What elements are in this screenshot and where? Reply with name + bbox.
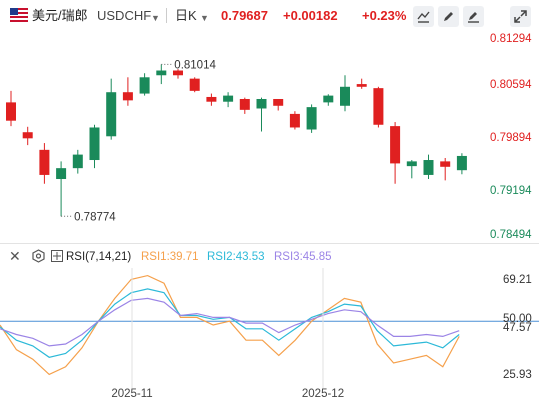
edit-icon — [468, 12, 479, 23]
time-axis-label: 2025-11 — [111, 388, 152, 400]
price-axis-label: 0.79194 — [490, 185, 532, 197]
candle-body — [323, 95, 334, 103]
period-dropdown-caret-icon[interactable]: ▼ — [200, 13, 209, 23]
last-price: 0.79687 — [221, 8, 268, 23]
rsi-close-icon[interactable]: ✕ — [9, 248, 21, 264]
rsi1-line — [0, 274, 460, 376]
indicator-icon — [51, 250, 63, 262]
candle-body — [72, 154, 83, 169]
price-axis-label: 0.80594 — [490, 79, 532, 91]
candle-body — [440, 161, 451, 167]
candle-body — [289, 113, 300, 128]
rsi3-value: RSI3:45.85 — [274, 251, 332, 263]
instrument-header: 美元/瑞郎 USDCHF ▼ 日K ▼ 0.79687 +0.00182 +0.… — [0, 0, 539, 32]
candle-body — [189, 78, 200, 91]
header-divider — [166, 8, 167, 23]
period-selector[interactable]: 日K — [175, 8, 197, 23]
rsi-title: RSI(7,14,21) — [66, 251, 132, 263]
pencil-icon — [444, 12, 453, 21]
candle-body — [106, 92, 117, 137]
candle-body — [256, 98, 267, 109]
candle-body — [122, 92, 133, 101]
rsi-axis-label: 25.93 — [503, 369, 532, 381]
price-change: +0.00182 — [283, 8, 338, 23]
time-axis-label: 2025-12 — [302, 388, 344, 400]
rsi1-value: RSI1:39.71 — [141, 251, 199, 263]
candle-body — [206, 96, 217, 102]
candle-body — [356, 84, 367, 87]
price-axis-label: 0.78494 — [490, 229, 532, 241]
low-annotation: 0.78774 — [74, 211, 116, 223]
high-annotation: 0.81014 — [174, 59, 216, 71]
rsi2-value: RSI2:43.53 — [207, 251, 265, 263]
candle-body — [156, 70, 167, 76]
candle-body — [56, 168, 67, 180]
candle-body — [340, 86, 350, 106]
candle-body — [39, 149, 50, 175]
instrument-code-selector[interactable]: USDCHF — [97, 8, 152, 23]
candle-body — [456, 155, 467, 171]
price-change-percent: +0.23% — [362, 8, 407, 23]
price-axis-label: 0.79894 — [490, 132, 532, 144]
us-flag-icon — [10, 8, 28, 22]
rsi-axis-label: 47.57 — [503, 322, 532, 334]
edit-button[interactable] — [463, 6, 484, 27]
pane-divider — [0, 243, 539, 244]
candle-body — [373, 88, 384, 125]
candle-body — [173, 70, 183, 76]
candle-body — [239, 98, 250, 110]
instrument-dropdown-caret-icon[interactable]: ▼ — [151, 13, 160, 23]
draw-tool-button[interactable] — [413, 6, 434, 27]
pencil-button[interactable] — [438, 6, 459, 27]
candle-body — [6, 102, 16, 121]
expand-button[interactable] — [510, 6, 531, 27]
candle-body — [22, 132, 33, 139]
settings-icon[interactable] — [32, 249, 45, 263]
candle-body — [223, 95, 234, 102]
candle-body — [89, 127, 100, 161]
candle-body — [139, 77, 150, 94]
rsi2-line — [0, 288, 460, 358]
rsi3-line — [0, 297, 460, 347]
candle-body — [406, 161, 417, 167]
candle-body — [273, 98, 284, 106]
expand-icon — [514, 10, 527, 23]
rsi-axis-label: 69.21 — [503, 274, 532, 286]
rsi-axis-label: 50.00 — [503, 313, 532, 325]
rsi-indicator-header: ✕ RSI(7,14,21) RSI1:39.71 RSI2:43.53 RSI… — [0, 248, 539, 266]
price-axis-label: 0.81294 — [490, 33, 532, 45]
candle-body — [390, 126, 401, 164]
instrument-name: 美元/瑞郎 — [32, 8, 88, 23]
candle-body — [306, 107, 317, 130]
draw-tool-icon — [417, 11, 430, 23]
candle-body — [423, 160, 434, 175]
